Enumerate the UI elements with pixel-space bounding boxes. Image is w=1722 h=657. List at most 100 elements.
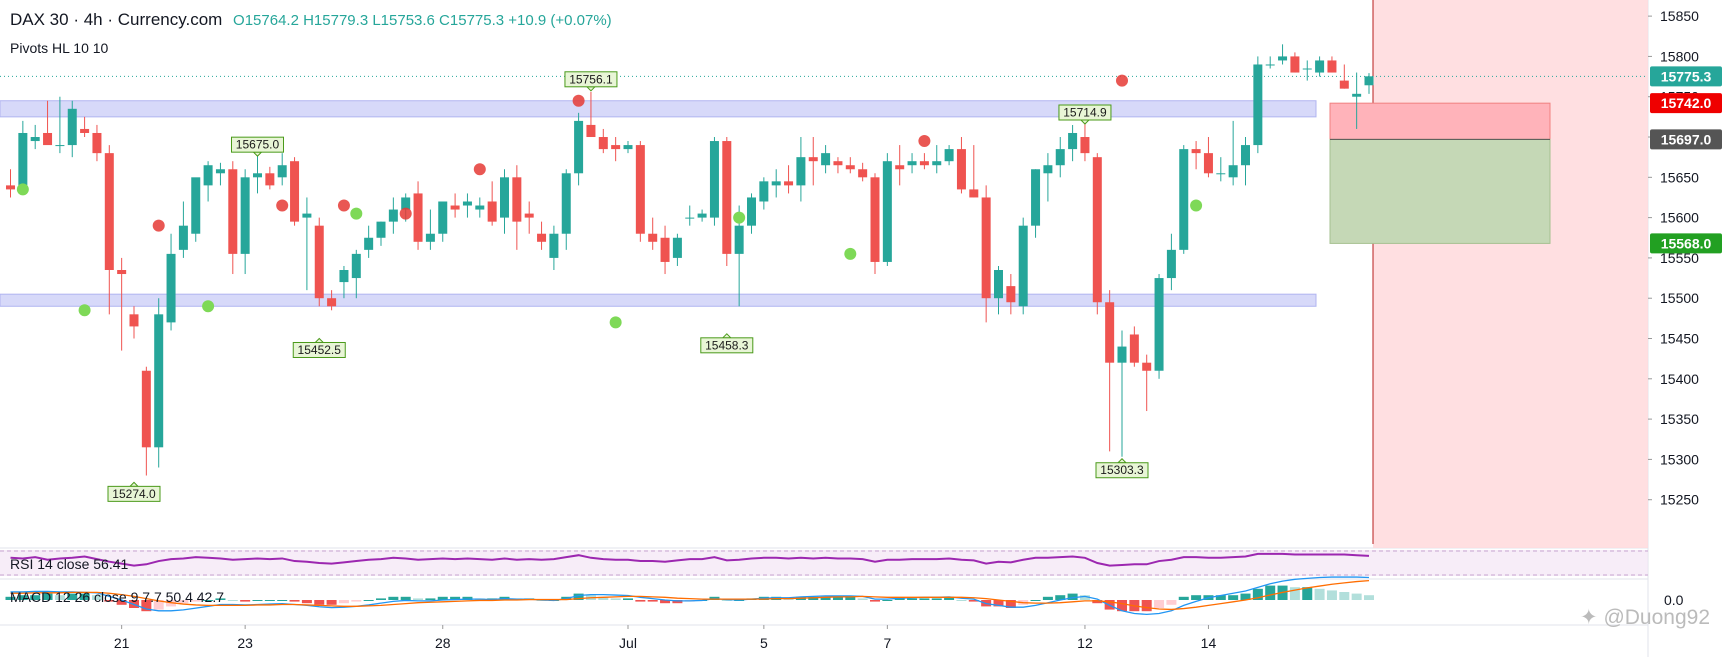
candle[interactable] xyxy=(253,153,262,194)
candle[interactable] xyxy=(1031,169,1041,238)
candle[interactable] xyxy=(635,141,645,242)
candle[interactable] xyxy=(203,161,213,202)
candle[interactable] xyxy=(648,217,658,250)
rsi-line[interactable] xyxy=(10,552,1370,567)
candle[interactable] xyxy=(117,257,127,351)
candle[interactable] xyxy=(1179,145,1189,254)
candle[interactable] xyxy=(672,233,682,266)
candle[interactable] xyxy=(784,165,794,194)
candle[interactable] xyxy=(1154,274,1164,379)
candle[interactable] xyxy=(623,141,633,154)
candle[interactable] xyxy=(462,193,472,218)
pivot-label[interactable]: 15303.3 xyxy=(1095,458,1149,479)
candle[interactable] xyxy=(141,366,151,476)
candle[interactable] xyxy=(92,124,102,162)
candle[interactable] xyxy=(413,181,423,250)
candle[interactable] xyxy=(722,137,732,266)
candle[interactable] xyxy=(191,177,201,242)
pivot-label[interactable]: 15756.1 xyxy=(564,71,618,92)
candle[interactable] xyxy=(796,137,806,202)
candle[interactable] xyxy=(240,169,250,275)
price-tag[interactable]: 15697.0 xyxy=(1650,129,1722,150)
pivot-label[interactable]: 15274.0 xyxy=(107,481,161,502)
candle[interactable] xyxy=(1364,73,1374,94)
candle[interactable] xyxy=(129,306,139,339)
pivot-label[interactable]: 15714.9 xyxy=(1058,104,1112,125)
candle[interactable] xyxy=(265,166,275,190)
candle[interactable] xyxy=(1092,153,1102,315)
candle[interactable] xyxy=(215,162,225,186)
candle[interactable] xyxy=(450,193,460,218)
candle[interactable] xyxy=(1216,157,1226,182)
candle[interactable] xyxy=(882,153,892,266)
candle[interactable] xyxy=(166,233,176,331)
candle[interactable] xyxy=(574,112,584,186)
candle[interactable] xyxy=(1191,141,1201,170)
candle[interactable] xyxy=(1302,60,1312,81)
candle[interactable] xyxy=(956,137,966,194)
candle[interactable] xyxy=(1142,354,1152,412)
candle[interactable] xyxy=(1265,56,1275,69)
pivot-label[interactable]: 15458.3 xyxy=(700,333,754,354)
candle[interactable] xyxy=(709,137,719,226)
candle[interactable] xyxy=(870,173,880,275)
candle[interactable] xyxy=(1278,44,1288,65)
candle[interactable] xyxy=(1055,137,1065,178)
candle[interactable] xyxy=(994,265,1003,315)
candle[interactable] xyxy=(339,265,349,299)
candle[interactable] xyxy=(685,205,695,226)
support-resistance-zone[interactable] xyxy=(0,293,1317,307)
candle[interactable] xyxy=(1166,233,1176,291)
candle[interactable] xyxy=(1339,64,1349,89)
candle[interactable] xyxy=(1117,330,1127,457)
macd-signal-line[interactable] xyxy=(10,580,1370,611)
candle[interactable] xyxy=(80,116,90,138)
candle[interactable] xyxy=(475,197,485,218)
candle[interactable] xyxy=(747,193,756,234)
macd-indicator-label[interactable]: MACD 12 26 close 9 7.7 50.4 42.7 xyxy=(10,589,225,605)
candle[interactable] xyxy=(6,169,15,198)
candle[interactable] xyxy=(314,217,324,307)
candle[interactable] xyxy=(1105,290,1115,452)
candle[interactable] xyxy=(1352,72,1362,129)
candle[interactable] xyxy=(388,197,398,234)
candle[interactable] xyxy=(561,169,571,250)
position-stop-zone[interactable] xyxy=(1329,102,1551,140)
candle[interactable] xyxy=(1129,326,1139,367)
candle[interactable] xyxy=(228,161,238,275)
candle[interactable] xyxy=(1253,56,1263,154)
candle[interactable] xyxy=(697,209,707,222)
pivots-indicator-label[interactable]: Pivots HL 10 10 xyxy=(10,40,109,56)
candle[interactable] xyxy=(376,221,386,246)
candle[interactable] xyxy=(30,124,40,150)
candle[interactable] xyxy=(586,91,596,138)
position-target-zone[interactable] xyxy=(1329,138,1551,244)
candle[interactable] xyxy=(944,145,954,166)
candle[interactable] xyxy=(302,197,312,291)
candle[interactable] xyxy=(290,157,300,226)
candle[interactable] xyxy=(154,298,164,468)
candle[interactable] xyxy=(833,157,843,174)
candle[interactable] xyxy=(598,128,608,154)
candle[interactable] xyxy=(611,137,621,162)
candle[interactable] xyxy=(919,153,929,170)
symbol-name[interactable]: DAX 30 xyxy=(10,10,69,29)
candle[interactable] xyxy=(500,169,509,234)
candle[interactable] xyxy=(277,153,287,186)
macd-line[interactable] xyxy=(10,576,1370,616)
candle[interactable] xyxy=(549,225,559,270)
candle[interactable] xyxy=(364,225,374,258)
candle[interactable] xyxy=(43,100,53,146)
candle[interactable] xyxy=(660,225,670,275)
interval[interactable]: 4h xyxy=(83,10,103,29)
price-tag[interactable]: 15568.0 xyxy=(1650,233,1722,254)
candle[interactable] xyxy=(512,165,522,250)
candle[interactable] xyxy=(487,181,497,226)
candle[interactable] xyxy=(821,145,831,174)
price-tag[interactable]: 15742.0 xyxy=(1650,93,1722,114)
candle[interactable] xyxy=(845,157,855,174)
candle[interactable] xyxy=(1241,137,1250,186)
candle[interactable] xyxy=(1327,56,1337,73)
candle[interactable] xyxy=(104,145,114,315)
